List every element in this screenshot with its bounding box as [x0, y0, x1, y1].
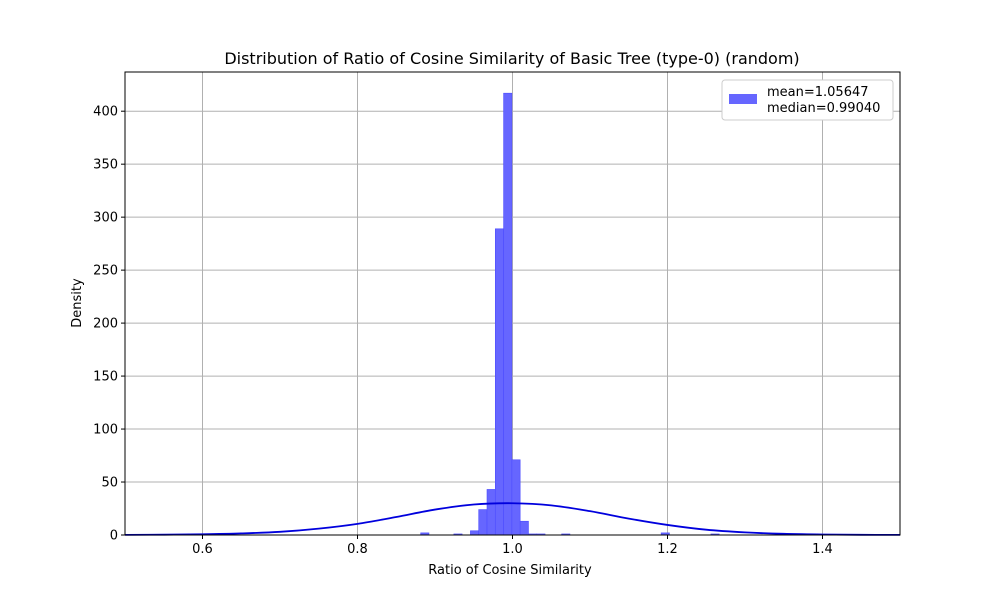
grid	[125, 72, 900, 536]
histogram-bar	[494, 228, 504, 536]
y-tick-label: 100	[93, 423, 118, 438]
y-axis-ticks: 0 50 100 150 200 250 300 350 400	[93, 105, 125, 544]
x-tick-label: 1.2	[657, 542, 678, 557]
y-tick-label: 50	[101, 476, 118, 491]
legend-mean-text: mean=1.05647	[767, 85, 869, 100]
x-tick-label: 1.0	[502, 542, 523, 557]
y-tick-label: 250	[93, 264, 118, 279]
x-tick-label: 0.8	[347, 542, 368, 557]
y-tick-label: 300	[93, 211, 118, 226]
histogram-bars	[420, 92, 720, 536]
y-tick-label: 350	[93, 158, 118, 173]
x-axis-label: Ratio of Cosine Similarity	[428, 563, 592, 578]
legend-median-text: median=0.99040	[767, 101, 880, 116]
histogram-bar	[511, 459, 521, 536]
histogram-bar	[470, 530, 480, 536]
y-tick-label: 0	[110, 529, 118, 544]
x-tick-label: 1.4	[812, 542, 833, 557]
legend-box	[721, 79, 894, 121]
histogram-bar	[503, 92, 513, 536]
x-axis-ticks: 0.6 0.8 1.0 1.2 1.4	[192, 535, 833, 557]
y-tick-label: 400	[93, 105, 118, 120]
kde-curve-group	[124, 502, 901, 536]
y-tick-label: 150	[93, 370, 118, 385]
chart-title: Distribution of Ratio of Cosine Similari…	[224, 49, 799, 68]
histogram-bar	[519, 520, 529, 536]
y-tick-label: 200	[93, 317, 118, 332]
x-tick-label: 0.6	[192, 542, 213, 557]
histogram-bar	[478, 509, 488, 536]
kde-curve	[124, 502, 901, 536]
y-axis-label: Density	[70, 278, 85, 328]
legend: mean=1.05647 median=0.99040	[721, 79, 894, 121]
legend-swatch	[729, 94, 757, 104]
histogram-bar	[486, 489, 496, 536]
